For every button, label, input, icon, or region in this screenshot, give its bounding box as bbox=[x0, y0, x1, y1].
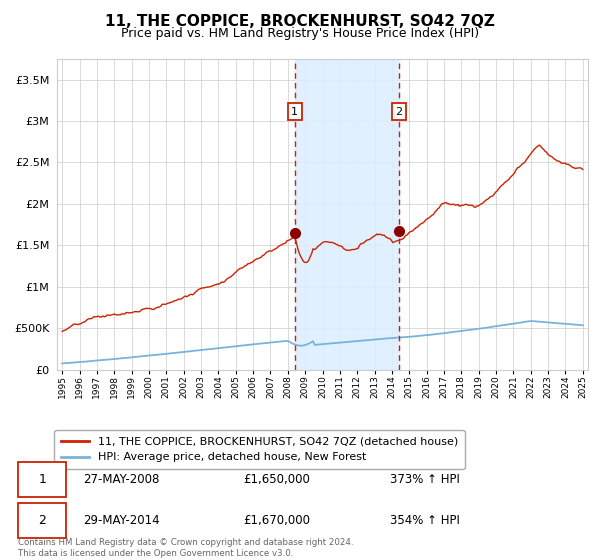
Text: 2: 2 bbox=[38, 514, 46, 526]
Text: 1: 1 bbox=[291, 106, 298, 116]
Text: 27-MAY-2008: 27-MAY-2008 bbox=[83, 473, 159, 486]
Text: Contains HM Land Registry data © Crown copyright and database right 2024.
This d: Contains HM Land Registry data © Crown c… bbox=[18, 538, 353, 558]
Text: 2: 2 bbox=[395, 106, 403, 116]
Text: 354% ↑ HPI: 354% ↑ HPI bbox=[390, 514, 460, 526]
FancyBboxPatch shape bbox=[18, 502, 66, 538]
FancyBboxPatch shape bbox=[18, 462, 66, 497]
Text: £1,650,000: £1,650,000 bbox=[244, 473, 310, 486]
Text: £1,670,000: £1,670,000 bbox=[244, 514, 311, 526]
Bar bbox=[295, 59, 399, 370]
Text: 1: 1 bbox=[38, 473, 46, 486]
Legend: 11, THE COPPICE, BROCKENHURST, SO42 7QZ (detached house), HPI: Average price, de: 11, THE COPPICE, BROCKENHURST, SO42 7QZ … bbox=[55, 430, 464, 469]
Text: Price paid vs. HM Land Registry's House Price Index (HPI): Price paid vs. HM Land Registry's House … bbox=[121, 27, 479, 40]
Text: 29-MAY-2014: 29-MAY-2014 bbox=[83, 514, 160, 526]
Text: 11, THE COPPICE, BROCKENHURST, SO42 7QZ: 11, THE COPPICE, BROCKENHURST, SO42 7QZ bbox=[105, 14, 495, 29]
Text: 373% ↑ HPI: 373% ↑ HPI bbox=[390, 473, 460, 486]
